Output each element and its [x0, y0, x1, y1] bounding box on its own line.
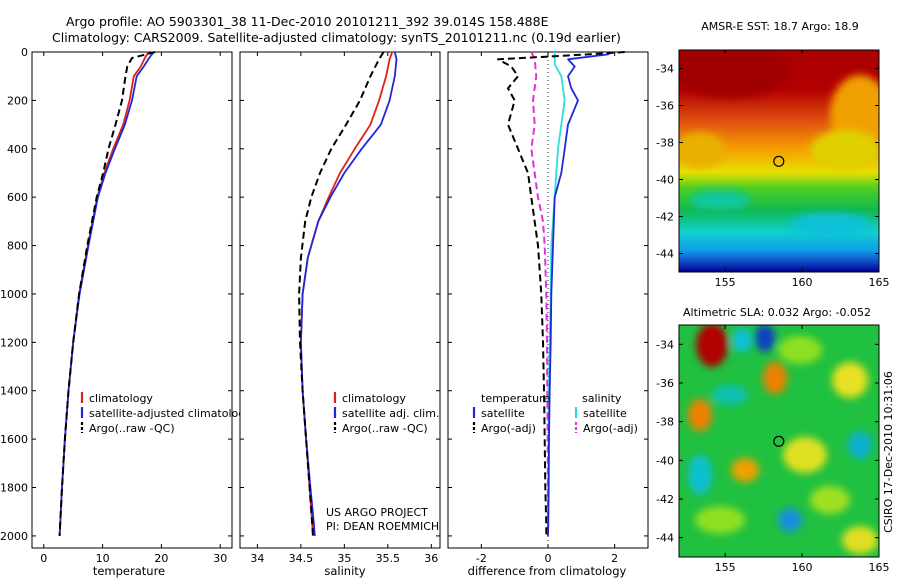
- sla-map-axes: -34 -36 -38 -40 -42 -44 155 160 165: [656, 325, 890, 574]
- difference-xtick-label: 0: [545, 552, 552, 565]
- difference-legend-label: satellite: [583, 407, 627, 420]
- salinity-xtick-label: 36: [424, 552, 438, 565]
- sst-map-xtick-label: 165: [869, 276, 890, 289]
- difference-panel: -2 0 2 temperature salinity satellite Argo(-ad…: [447, 51, 649, 565]
- temperature-frame: [31, 51, 233, 549]
- salinity-legend-label: Argo(..raw -QC): [342, 422, 428, 435]
- difference-legend-title-temperature: temperature: [481, 392, 550, 405]
- temperature-panel: 0 200 400 600 800 1000 1200 1400 1600 1800 2000 0 10…: [0, 46, 252, 565]
- depth-tick-label: 1400: [0, 385, 28, 398]
- sla-map-title: Altimetric SLA: 0.032 Argo: -0.052: [683, 306, 871, 319]
- difference-xlabel: difference from climatology: [468, 564, 627, 578]
- side-timestamp-label: CSIRO 17-Dec-2010 10:31:06: [882, 371, 895, 533]
- temperature-xtick-label: 20: [154, 552, 168, 565]
- sst-map-ytick-label: -38: [656, 137, 674, 150]
- sla-map-ytick-label: -44: [656, 532, 674, 545]
- sst-map-ytick-label: -44: [656, 248, 674, 261]
- project-annotation-line-1: US ARGO PROJECT: [326, 506, 428, 519]
- sla-map-ytick-label: -40: [656, 454, 674, 467]
- salinity-xtick-label: 35.5: [376, 552, 401, 565]
- salinity-xtick-label: 34.5: [289, 552, 314, 565]
- sst-argo-marker: [773, 155, 785, 167]
- header-line-2: Climatology: CARS2009. Satellite-adjuste…: [52, 30, 621, 45]
- sla-argo-marker: [773, 435, 785, 447]
- temperature-xtick-label: 30: [213, 552, 227, 565]
- depth-tick-label: 1000: [0, 288, 28, 301]
- sst-map-xtick-label: 155: [715, 276, 736, 289]
- depth-tick-label: 600: [7, 191, 28, 204]
- sla-map-frame: [678, 324, 880, 558]
- sst-map-frame: [678, 49, 880, 273]
- depth-tick-label: 2000: [0, 530, 28, 543]
- sla-map-ytick-label: -42: [656, 493, 674, 506]
- salinity-legend-label: climatology: [342, 392, 406, 405]
- sst-map-ytick-label: -40: [656, 174, 674, 187]
- difference-series-salinity-argo-adj-: [530, 51, 549, 536]
- sst-map-ytick-label: -36: [656, 100, 674, 113]
- project-annotation-line-2: PI: DEAN ROEMMICH: [326, 520, 439, 533]
- difference-legend-title-salinity: salinity: [582, 392, 622, 405]
- sst-map-field: [679, 50, 879, 272]
- depth-tick-label: 400: [7, 143, 28, 156]
- depth-tick-label: 1200: [0, 336, 28, 349]
- sst-map-xtick-label: 160: [792, 276, 813, 289]
- difference-legend-label: Argo(-adj): [583, 422, 638, 435]
- header-line-1: Argo profile: AO 5903301_38 11-Dec-2010 …: [66, 14, 549, 29]
- sst-map-ytick-label: -42: [656, 211, 674, 224]
- sla-map-ytick-label: -38: [656, 416, 674, 429]
- temperature-xtick-label: 0: [40, 552, 47, 565]
- temperature-legend-label: climatology: [89, 392, 153, 405]
- depth-tick-label: 200: [7, 94, 28, 107]
- temperature-xtick-label: 10: [96, 552, 110, 565]
- salinity-xlabel: salinity: [324, 564, 365, 578]
- sla-map-field: [679, 325, 879, 557]
- difference-legend-label: satellite: [481, 407, 525, 420]
- salinity-panel: 34 34.5 35 35.5 36 climatology satellite adj. …: [239, 51, 441, 565]
- temperature-series-satellite-adjusted-climatology: [58, 51, 155, 536]
- sla-map-ytick-label: -36: [656, 377, 674, 390]
- salinity-series-argo-raw-qc-: [298, 51, 385, 536]
- salinity-xtick-label: 34: [250, 552, 264, 565]
- salinity-xtick-label: 35: [337, 552, 351, 565]
- sla-map-xtick-label: 165: [869, 561, 890, 574]
- sla-map-xtick-label: 160: [792, 561, 813, 574]
- salinity-legend-label: satellite adj. clim.: [342, 407, 439, 420]
- depth-tick-label: 1600: [0, 433, 28, 446]
- sla-map-ytick-label: -34: [656, 338, 674, 351]
- temperature-xlabel: temperature: [93, 564, 165, 578]
- difference-xtick-label: -2: [476, 552, 487, 565]
- depth-tick-label: 1800: [0, 482, 28, 495]
- temperature-legend-label: satellite-adjusted climatology: [89, 407, 252, 420]
- difference-series-temperature-satellite: [547, 51, 612, 536]
- temperature-series-argo-raw-qc-: [58, 51, 156, 536]
- temperature-legend-label: Argo(..raw -QC): [89, 422, 175, 435]
- salinity-frame: [239, 51, 441, 549]
- sst-map-ytick-label: -34: [656, 63, 674, 76]
- sst-map-title: AMSR-E SST: 18.7 Argo: 18.9: [701, 20, 859, 33]
- difference-legend-label: Argo(-adj): [481, 422, 536, 435]
- sst-map-axes: -34 -36 -38 -40 -42 -44 155 160 165: [656, 50, 890, 289]
- depth-tick-label: 800: [7, 240, 28, 253]
- difference-xtick-label: 2: [611, 552, 618, 565]
- depth-tick-label: 0: [21, 46, 28, 59]
- sla-map-xtick-label: 155: [715, 561, 736, 574]
